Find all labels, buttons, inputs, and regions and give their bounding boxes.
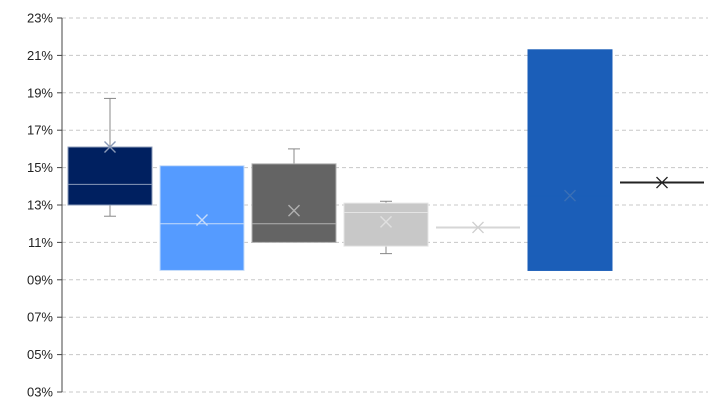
y-tick-label: 19%: [27, 85, 53, 100]
box-4: [343, 200, 429, 255]
y-tick-label: 09%: [27, 272, 53, 287]
y-tick-label: 05%: [27, 347, 53, 362]
box-7: [620, 176, 704, 189]
y-tick-label: 11%: [28, 235, 53, 250]
box-iqr: [159, 165, 245, 271]
mean-marker: [656, 176, 668, 189]
y-tick-label: 13%: [27, 198, 53, 213]
mean-marker: [104, 141, 116, 154]
mean-marker: [288, 204, 300, 217]
y-tick-label: 03%: [27, 385, 53, 398]
box-iqr: [527, 49, 613, 271]
y-tick-label: 15%: [27, 160, 53, 175]
box-iqr: [67, 146, 153, 206]
y-tick-label: 23%: [27, 11, 53, 26]
box-1: [67, 97, 153, 217]
box-iqr: [343, 202, 429, 247]
box-6: [527, 49, 613, 271]
y-tick-label: 21%: [27, 48, 53, 63]
box-3: [251, 148, 337, 243]
box-iqr: [251, 163, 337, 243]
mean-marker: [380, 215, 392, 228]
box-5: [436, 221, 520, 234]
y-tick-label: 17%: [27, 123, 53, 138]
y-tick-labels: 23% 21% 19% 17% 15% 13% 11% 09% 07% 05% 03%: [27, 11, 53, 398]
y-tick-label: 07%: [27, 310, 53, 325]
boxes: [67, 49, 704, 271]
mean-marker: [472, 221, 484, 234]
mean-marker: [196, 213, 208, 226]
mean-marker: [564, 189, 576, 202]
box-2: [159, 165, 245, 271]
